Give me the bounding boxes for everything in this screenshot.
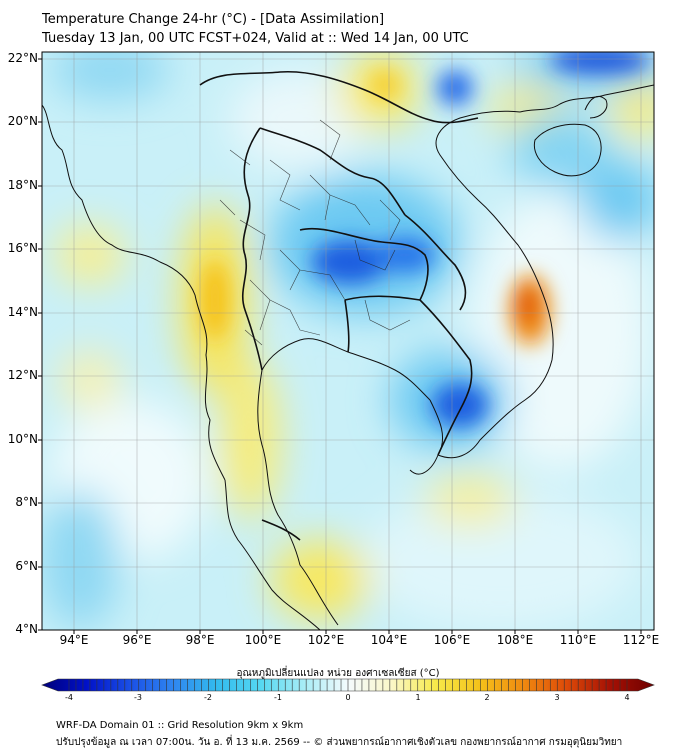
colorbar — [41, 678, 655, 692]
lon-label-98e: 98°E — [185, 633, 215, 647]
field-cold-hainan-west — [510, 110, 610, 190]
field-hot-vietnam-core — [517, 287, 537, 323]
border-laos-west — [259, 127, 406, 216]
field-core-thailand — [312, 240, 388, 284]
colorbar-tick-label: 2 — [484, 693, 490, 702]
map-title: Temperature Change 24-hr (°C) - [Data As… — [42, 12, 385, 27]
field-core-topright — [550, 52, 650, 74]
colorbar-tick-marks — [68, 679, 628, 691]
lon-label-110e: 110°E — [559, 633, 597, 647]
border-thailand-cambodia — [344, 295, 421, 353]
lat-label-22n: 22°N — [7, 51, 38, 65]
colorbar-tick-label: -4 — [65, 693, 73, 702]
lon-label-112e: 112°E — [622, 633, 660, 647]
province-lines-north — [239, 159, 401, 301]
lon-label-108e: 108°E — [496, 633, 534, 647]
coast-peninsula-east — [257, 369, 339, 626]
country-borders — [199, 70, 479, 541]
colorbar-tick-label: 0 — [345, 693, 351, 702]
field-core-thailand-east — [375, 237, 435, 273]
gridlines — [42, 52, 654, 630]
border-myanmar-thailand — [241, 127, 263, 371]
border-china — [199, 70, 479, 124]
field-cold-sw — [42, 490, 120, 630]
field-core-cambodia — [432, 383, 488, 427]
colorbar-tick-label: 4 — [624, 693, 630, 702]
lon-label-96e: 96°E — [122, 633, 152, 647]
lat-label-18n: 18°N — [7, 178, 38, 192]
lat-label-4n: 4°N — [15, 622, 38, 636]
border-thailand-laos-mekong — [299, 227, 429, 301]
field-core-vietnam-north — [437, 70, 473, 106]
footer-credit: ปรับปรุงข้อมูล ณ เวลา 07:00น. วัน อ. ที่… — [56, 737, 623, 748]
lat-label-8n: 8°N — [15, 495, 38, 509]
field-pale-south — [360, 490, 640, 630]
lat-label-10n: 10°N — [7, 432, 38, 446]
colorbar-tick-label: -2 — [204, 693, 212, 702]
footer-model-info: WRF-DA Domain 01 :: Grid Resolution 9km … — [56, 720, 304, 731]
field-hot-laos — [370, 70, 400, 100]
coast-vietnam-east — [435, 110, 554, 361]
colorbar-title: อุณหภูมิเปลี่ยนแปลง หน่วย องศาเซลเซียส (… — [236, 668, 440, 679]
field-warm-south-sea — [425, 475, 515, 525]
field-warm-andaman — [60, 350, 120, 410]
lat-label-16n: 16°N — [7, 241, 38, 255]
axis-ticks — [38, 58, 642, 634]
lat-label-6n: 6°N — [15, 559, 38, 573]
field-sharp-layer — [200, 52, 650, 427]
field-hot-myanmar — [200, 260, 230, 340]
lon-label-94e: 94°E — [59, 633, 89, 647]
lon-label-104e: 104°E — [370, 633, 408, 647]
lat-label-20n: 20°N — [7, 114, 38, 128]
field-cold-east — [580, 160, 654, 240]
coast-thai-andaman — [224, 479, 321, 630]
coast-hainan — [533, 123, 602, 177]
lon-label-106e: 106°E — [433, 633, 471, 647]
province-lines-central — [219, 119, 411, 346]
coast-myanmar-west — [42, 104, 226, 481]
lat-label-12n: 12°N — [7, 368, 38, 382]
map-subtitle: Tuesday 13 Jan, 00 UTC FCST+024, Valid a… — [42, 31, 469, 46]
field-warm-west — [55, 225, 125, 285]
field-cold-nw — [50, 52, 170, 100]
field-pale-north — [230, 70, 370, 170]
lat-label-14n: 14°N — [7, 305, 38, 319]
province-borders — [219, 119, 411, 346]
temperature-field — [42, 52, 654, 630]
lon-label-100e: 100°E — [244, 633, 282, 647]
field-warm-malaysia — [270, 540, 370, 620]
border-malaysia-thailand — [261, 519, 301, 541]
coast-china-south — [519, 84, 654, 113]
colorbar-tick-label: 3 — [554, 693, 560, 702]
coast-leizhou — [584, 95, 608, 119]
colorbar-tick-label: -1 — [274, 693, 282, 702]
border-laos-vietnam — [404, 214, 467, 311]
colorbar-tick-label: 1 — [415, 693, 421, 702]
lon-label-102e: 102°E — [307, 633, 345, 647]
colorbar-tick-label: -3 — [134, 693, 142, 702]
border-cambodia-vietnam — [419, 299, 473, 456]
plot-frame — [41, 51, 655, 631]
